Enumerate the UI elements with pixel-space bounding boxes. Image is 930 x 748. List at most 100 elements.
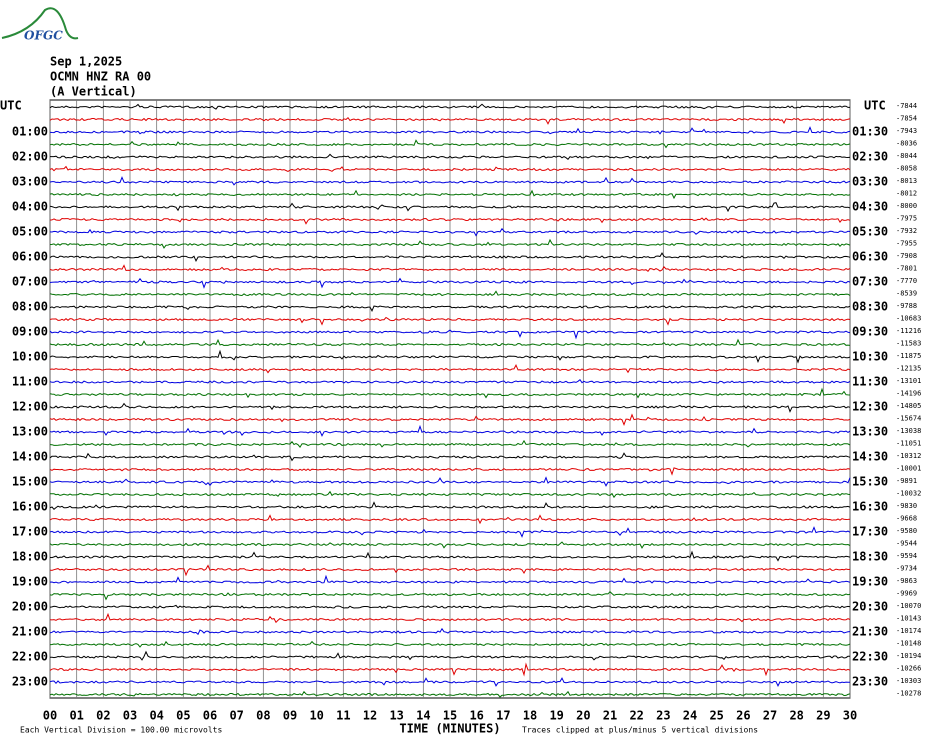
trace-offset: -7908 [896, 252, 917, 260]
trace [49, 640, 851, 648]
trace [50, 650, 851, 661]
left-time-label: 13:00 [12, 425, 48, 439]
right-time-label: 02:30 [852, 150, 888, 164]
trace [49, 176, 851, 186]
trace [49, 103, 850, 110]
logo: OFGC [24, 29, 63, 43]
trace-offset: -9544 [896, 540, 917, 548]
x-tick-label: 24 [683, 709, 697, 723]
x-tick-label: 21 [603, 709, 617, 723]
trace [49, 526, 851, 538]
x-tick-label: 28 [789, 709, 803, 723]
x-tick-label: 09 [283, 709, 297, 723]
left-time-label: 07:00 [12, 275, 48, 289]
left-time-label: 23:00 [12, 675, 48, 689]
trace-offset: -10143 [896, 615, 921, 623]
trace-offset: -7770 [896, 277, 917, 285]
trace-offset: -10303 [896, 677, 921, 685]
right-time-label: 18:30 [852, 550, 888, 564]
right-time-label: 23:30 [852, 675, 888, 689]
left-time-label: 08:00 [12, 300, 48, 314]
left-time-label: 01:00 [12, 125, 48, 139]
x-tick-label: 26 [736, 709, 750, 723]
x-tick-label: 19 [549, 709, 563, 723]
x-tick-label: 16 [469, 709, 483, 723]
x-tick-label: 13 [389, 709, 403, 723]
right-axis-title: UTC [864, 99, 886, 113]
trace-offset: -13038 [896, 427, 921, 435]
trace-offset: -8058 [896, 165, 917, 173]
trace [49, 612, 851, 624]
right-time-label: 20:30 [852, 600, 888, 614]
right-time-label: 17:30 [852, 525, 888, 539]
left-time-label: 18:00 [12, 550, 48, 564]
scale-note: Each Vertical Division = 100.00 microvol… [20, 726, 222, 735]
trace [49, 189, 851, 200]
trace [49, 116, 851, 125]
trace-offset: -9788 [896, 302, 917, 310]
trace-offset: -10194 [896, 652, 921, 660]
left-time-label: 04:00 [12, 200, 48, 214]
trace [49, 277, 851, 289]
right-time-label: 05:30 [852, 225, 888, 239]
trace-offset: -8044 [896, 152, 917, 160]
left-time-label: 10:00 [12, 350, 48, 364]
x-tick-label: 05 [176, 709, 190, 723]
trace-offset: -7955 [896, 240, 917, 248]
trace-offset: -8539 [896, 290, 917, 298]
x-tick-label: 08 [256, 709, 270, 723]
trace-offset: -14196 [896, 390, 921, 398]
left-time-label: 22:00 [12, 650, 48, 664]
trace-offset: -10312 [896, 452, 921, 460]
trace [49, 564, 851, 577]
left-time-label: 11:00 [12, 375, 48, 389]
trace-offset: -9969 [896, 590, 917, 598]
trace-offset: -15674 [896, 415, 921, 423]
trace-offset: -9891 [896, 477, 917, 485]
trace-offset: -10001 [896, 465, 921, 473]
x-tick-label: 23 [656, 709, 670, 723]
left-time-label: 20:00 [12, 600, 48, 614]
component: (A Vertical) [50, 85, 137, 99]
x-tick-label: 25 [709, 709, 723, 723]
trace [49, 424, 851, 437]
left-time-label: 16:00 [12, 500, 48, 514]
logo-mark [1, 7, 79, 40]
x-tick-label: 10 [309, 709, 323, 723]
trace-offset: -10032 [896, 490, 921, 498]
left-time-label: 19:00 [12, 575, 48, 589]
right-time-label: 09:30 [852, 325, 888, 339]
left-time-label: 09:00 [12, 325, 48, 339]
left-time-label: 05:00 [12, 225, 48, 239]
right-time-label: 08:30 [852, 300, 888, 314]
trace [49, 252, 851, 263]
right-time-label: 16:30 [852, 500, 888, 514]
x-tick-label: 14 [416, 709, 430, 723]
trace [49, 378, 851, 384]
trace-offset: -9580 [896, 527, 917, 535]
trace [49, 165, 851, 172]
trace [49, 501, 851, 511]
trace [49, 387, 851, 399]
left-time-label: 12:00 [12, 400, 48, 414]
trace [49, 574, 851, 584]
trace [49, 452, 851, 462]
trace-offset: -9830 [896, 502, 917, 510]
trace-offset: -10278 [896, 690, 921, 698]
left-axis-title: UTC [0, 99, 22, 113]
trace [49, 305, 851, 312]
x-tick-label: 29 [816, 709, 830, 723]
trace-offset: -7975 [896, 215, 917, 223]
trace [49, 238, 851, 249]
x-axis-title: TIME (MINUTES) [399, 722, 500, 736]
trace-offset: -8013 [896, 177, 917, 185]
trace [49, 662, 851, 677]
trace-offset: -9734 [896, 565, 917, 573]
trace-offset: -7932 [896, 227, 917, 235]
trace [49, 413, 851, 426]
trace [49, 139, 851, 149]
trace [49, 590, 851, 601]
trace [49, 476, 851, 487]
x-tick-label: 18 [523, 709, 537, 723]
trace-offset: -9863 [896, 577, 917, 585]
